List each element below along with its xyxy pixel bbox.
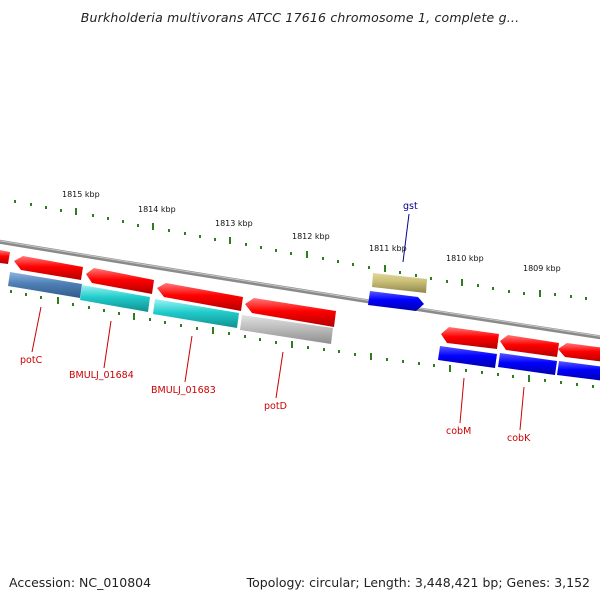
kbp-label: 1812 kbp bbox=[292, 232, 330, 241]
gene-labels: potC BMULJ_01684 BMULJ_01683 potD gst co… bbox=[20, 201, 531, 444]
gene-forward-arrow[interactable] bbox=[157, 283, 243, 311]
gene-potC[interactable] bbox=[8, 272, 82, 298]
gene-label-gst[interactable]: gst bbox=[403, 201, 418, 212]
gene-label-BMULJ-01683[interactable]: BMULJ_01683 bbox=[151, 385, 216, 396]
gene-reverse-arrow[interactable] bbox=[368, 291, 424, 311]
gene-label-potD[interactable]: potD bbox=[264, 401, 287, 412]
kbp-label: 1810 kbp bbox=[446, 254, 484, 263]
leader-lines bbox=[31, 213, 525, 431]
topology-text: Topology: circular; Length: 3,448,421 bp… bbox=[246, 575, 590, 590]
gene-forward-arrow[interactable] bbox=[441, 327, 499, 349]
gene-BMULJ-01684[interactable] bbox=[80, 285, 150, 312]
forward-genes bbox=[0, 250, 600, 362]
gene-BMULJ-01683[interactable] bbox=[153, 299, 239, 328]
gene-reverse-arrow[interactable] bbox=[438, 346, 497, 368]
gene-forward-arrow[interactable] bbox=[500, 335, 559, 357]
gene-label-cobM[interactable]: cobM bbox=[446, 426, 471, 437]
kbp-label: 1809 kbp bbox=[523, 264, 561, 273]
gene-forward-arrow[interactable] bbox=[245, 298, 336, 327]
gene-label-cobK[interactable]: cobK bbox=[507, 433, 531, 444]
gene-forward-arrow[interactable] bbox=[14, 256, 83, 280]
gene-gst[interactable] bbox=[372, 273, 427, 293]
reverse-genes bbox=[8, 272, 600, 381]
gene-label-BMULJ-01684[interactable]: BMULJ_01684 bbox=[69, 370, 134, 381]
kbp-label: 1811 kbp bbox=[369, 244, 407, 253]
gene-forward-arrow[interactable] bbox=[86, 268, 154, 294]
gene-reverse-arrow[interactable] bbox=[498, 353, 557, 375]
kbp-label: 1813 kbp bbox=[215, 219, 253, 228]
gene-forward-arrow[interactable] bbox=[558, 343, 600, 362]
inner-tick-ring bbox=[10, 290, 594, 388]
outer-tick-ring bbox=[14, 200, 587, 300]
gene-forward-arrow[interactable] bbox=[0, 250, 10, 264]
gene-reverse-arrow[interactable] bbox=[557, 361, 600, 381]
kbp-label: 1814 kbp bbox=[138, 205, 176, 214]
kbp-labels: 1815 kbp 1814 kbp 1813 kbp 1812 kbp 1811… bbox=[62, 190, 561, 273]
accession-text: Accession: NC_010804 bbox=[9, 575, 152, 590]
gene-label-potC[interactable]: potC bbox=[20, 355, 43, 366]
map-title: Burkholderia multivorans ATCC 17616 chro… bbox=[80, 10, 520, 25]
gene-potD[interactable] bbox=[240, 315, 333, 344]
chromosome-backbone bbox=[0, 239, 600, 340]
kbp-label: 1815 kbp bbox=[62, 190, 100, 199]
